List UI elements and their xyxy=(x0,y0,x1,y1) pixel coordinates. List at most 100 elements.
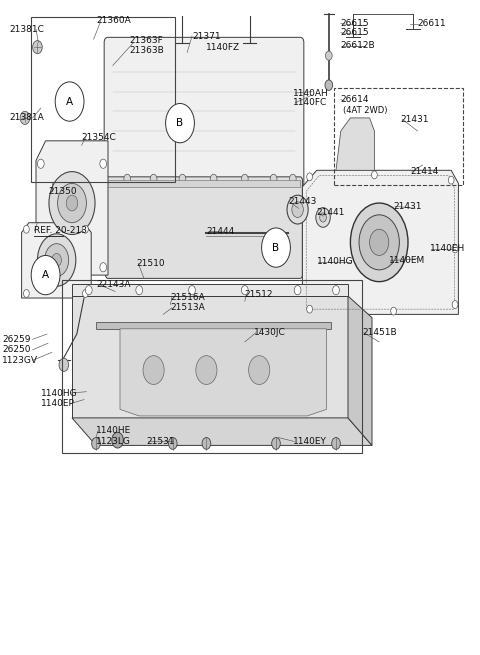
Text: B: B xyxy=(273,242,279,253)
Circle shape xyxy=(150,174,157,183)
Text: 21513A: 21513A xyxy=(170,303,205,312)
Text: 1140FC: 1140FC xyxy=(293,98,327,107)
Circle shape xyxy=(391,307,396,315)
Circle shape xyxy=(45,244,69,276)
Text: 1140EP: 1140EP xyxy=(41,399,75,408)
Circle shape xyxy=(31,255,60,295)
Text: REF. 20-213: REF. 20-213 xyxy=(34,226,86,235)
Polygon shape xyxy=(336,118,374,170)
Circle shape xyxy=(168,438,177,449)
Text: 21441: 21441 xyxy=(317,208,345,217)
Bar xyxy=(31,17,175,182)
Circle shape xyxy=(292,202,303,217)
Bar xyxy=(334,88,463,185)
Text: 26612B: 26612B xyxy=(341,41,375,50)
Circle shape xyxy=(66,195,78,211)
Text: 26614: 26614 xyxy=(341,95,369,104)
FancyBboxPatch shape xyxy=(106,177,302,278)
Text: 21350: 21350 xyxy=(48,187,77,196)
Circle shape xyxy=(448,176,454,184)
Circle shape xyxy=(370,229,389,255)
Text: 21381A: 21381A xyxy=(10,113,44,122)
Circle shape xyxy=(241,174,248,183)
Circle shape xyxy=(55,82,84,121)
Polygon shape xyxy=(36,141,108,275)
Circle shape xyxy=(59,358,69,371)
Text: 1140HG: 1140HG xyxy=(317,257,353,267)
Circle shape xyxy=(100,159,107,168)
Text: B: B xyxy=(177,118,183,128)
Text: 21443: 21443 xyxy=(288,197,316,206)
Circle shape xyxy=(58,183,86,223)
Text: 21516A: 21516A xyxy=(170,293,205,302)
Circle shape xyxy=(350,203,408,282)
Text: 1140HE: 1140HE xyxy=(96,426,131,436)
Text: 21354C: 21354C xyxy=(82,133,116,142)
Circle shape xyxy=(332,438,340,449)
Circle shape xyxy=(287,195,308,224)
Circle shape xyxy=(85,286,92,295)
Text: 21510: 21510 xyxy=(137,259,166,268)
Text: 1140EH: 1140EH xyxy=(430,244,465,253)
Text: 21451B: 21451B xyxy=(362,328,397,337)
Circle shape xyxy=(24,290,29,297)
Circle shape xyxy=(52,253,61,267)
Text: 1140HG: 1140HG xyxy=(41,388,77,398)
Text: 26250: 26250 xyxy=(2,345,31,354)
Circle shape xyxy=(33,41,42,54)
Circle shape xyxy=(270,174,277,183)
Circle shape xyxy=(452,245,458,253)
Circle shape xyxy=(272,438,280,449)
Circle shape xyxy=(241,286,248,295)
Text: 1140EY: 1140EY xyxy=(293,437,327,446)
Polygon shape xyxy=(120,329,326,416)
Circle shape xyxy=(179,174,186,183)
Text: 21444: 21444 xyxy=(206,227,235,236)
Text: 26615: 26615 xyxy=(341,28,370,37)
Text: A: A xyxy=(66,96,73,107)
Text: 26615: 26615 xyxy=(341,19,370,28)
Text: 1140AH: 1140AH xyxy=(293,88,328,98)
FancyBboxPatch shape xyxy=(104,37,304,189)
Text: 21363B: 21363B xyxy=(130,46,164,55)
Bar xyxy=(72,284,348,296)
Text: 26259: 26259 xyxy=(2,335,31,344)
Circle shape xyxy=(143,356,164,384)
Circle shape xyxy=(202,438,211,449)
Polygon shape xyxy=(72,296,348,418)
Text: 21431: 21431 xyxy=(401,115,429,124)
Text: 1123LG: 1123LG xyxy=(96,437,131,446)
Text: 22143A: 22143A xyxy=(96,280,131,290)
Bar xyxy=(62,280,362,453)
Circle shape xyxy=(37,159,44,168)
Circle shape xyxy=(262,228,290,267)
Circle shape xyxy=(24,225,29,233)
Text: 21363F: 21363F xyxy=(130,36,163,45)
Circle shape xyxy=(320,213,326,222)
Circle shape xyxy=(83,225,88,233)
Text: 21414: 21414 xyxy=(410,167,439,176)
Circle shape xyxy=(37,263,44,272)
Circle shape xyxy=(316,208,330,227)
Circle shape xyxy=(196,356,217,384)
Circle shape xyxy=(100,263,107,272)
Circle shape xyxy=(359,215,399,270)
Circle shape xyxy=(49,172,95,234)
Circle shape xyxy=(92,438,100,449)
Text: 21360A: 21360A xyxy=(96,16,131,26)
Circle shape xyxy=(325,51,332,60)
Text: 21371: 21371 xyxy=(192,31,221,41)
Polygon shape xyxy=(22,223,91,298)
Circle shape xyxy=(325,80,333,90)
Circle shape xyxy=(249,356,270,384)
Circle shape xyxy=(37,234,76,286)
Circle shape xyxy=(210,174,217,183)
Text: 1140FZ: 1140FZ xyxy=(206,43,240,52)
Text: 21381C: 21381C xyxy=(10,25,45,34)
Circle shape xyxy=(112,432,123,448)
Text: 1430JC: 1430JC xyxy=(254,328,286,337)
Text: 21531: 21531 xyxy=(146,437,175,446)
Circle shape xyxy=(307,305,312,313)
Polygon shape xyxy=(348,296,372,445)
Circle shape xyxy=(372,171,377,179)
